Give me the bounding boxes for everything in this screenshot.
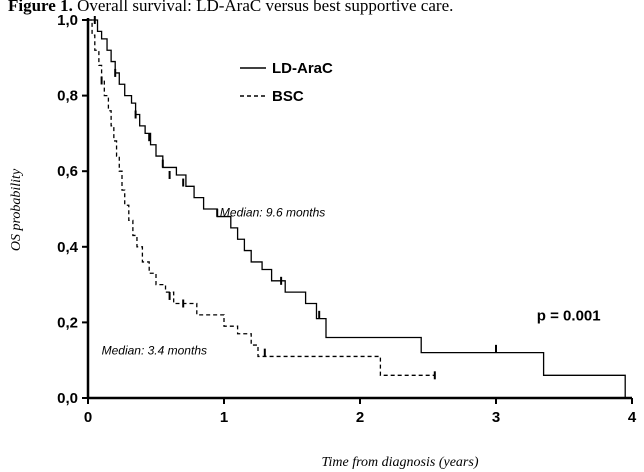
series-line-bsc <box>88 19 435 376</box>
y-tick-label: 0,6 <box>57 163 78 180</box>
x-tick-label: 2 <box>356 409 364 426</box>
y-axis-label: OS probability <box>9 168 24 251</box>
y-tick-label: 1,0 <box>57 12 78 29</box>
median-annotation: Median: 3.4 months <box>102 344 207 358</box>
axes <box>86 18 632 400</box>
median-annotation: Median: 9.6 months <box>220 206 325 220</box>
x-axis-label: Time from diagnosis (years) <box>322 455 479 470</box>
figure-caption: Figure 1. Overall survival: LD-AraC vers… <box>8 0 644 18</box>
p-value-annotation: p = 0.001 <box>537 308 601 325</box>
x-tick-label: 3 <box>492 409 500 426</box>
y-tick-label: 0,0 <box>57 390 78 407</box>
legend-label-bsc: BSC <box>272 88 304 105</box>
x-tick-label: 1 <box>220 409 228 426</box>
x-tick-label: 4 <box>628 409 637 426</box>
y-tick-label: 0,4 <box>57 239 79 256</box>
figure-label: Figure 1. <box>8 0 73 15</box>
legend-label-ld-arac: LD-AraC <box>272 60 333 77</box>
figure-caption-text: Overall survival: LD-AraC versus best su… <box>77 0 454 15</box>
y-tick-label: 0,2 <box>57 314 78 331</box>
annotations: Median: 9.6 months Median: 3.4 months p = … <box>102 206 601 358</box>
series-line-ld-arac <box>88 19 626 398</box>
survival-curves <box>88 16 626 398</box>
legend: LD-AraC BSC <box>240 60 333 105</box>
y-tick-label: 0,8 <box>57 88 78 105</box>
ticks: 0,0 0,2 0,4 0,6 0,8 1,0 0 1 2 3 4 <box>57 12 637 426</box>
x-tick-label: 0 <box>84 409 92 426</box>
